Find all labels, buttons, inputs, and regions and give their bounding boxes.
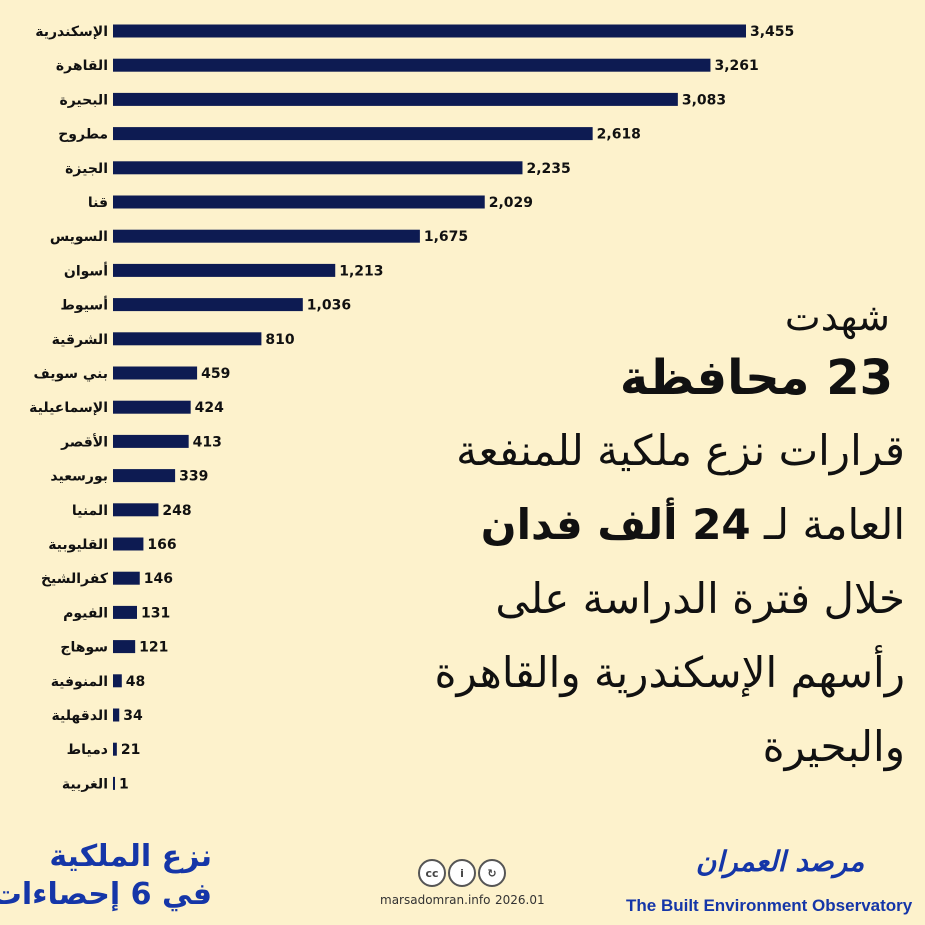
- headline-line-6: رأسهم الإسكندرية والقاهرة: [434, 648, 906, 697]
- bar: [113, 674, 122, 688]
- value-label: 2,235: [526, 161, 570, 177]
- bar: [113, 708, 120, 722]
- category-label: مطروح: [58, 127, 108, 143]
- headline-line-4-pre: العامة لـ: [750, 500, 905, 549]
- category-label: أسوان: [64, 261, 108, 279]
- value-label: 339: [179, 469, 208, 485]
- bar: [113, 434, 189, 448]
- cc-icon: cc: [418, 859, 446, 887]
- category-label: القاهرة: [56, 58, 108, 74]
- category-label: الجيزة: [65, 161, 108, 177]
- bar: [113, 58, 711, 72]
- headline-line-1: شهدت: [784, 295, 890, 339]
- headline-line-5: خلال فترة الدراسة على: [495, 574, 905, 623]
- bar: [113, 127, 593, 141]
- site-link[interactable]: marsadomran.info: [380, 893, 491, 907]
- bar: [113, 332, 262, 346]
- category-label: الإسماعيلية: [29, 400, 108, 416]
- category-label: بورسعيد: [50, 469, 108, 485]
- bar: [113, 229, 420, 243]
- value-label: 121: [139, 640, 168, 656]
- category-label: الأقصر: [60, 433, 108, 450]
- value-label: 2,618: [597, 127, 641, 143]
- value-label: 21: [121, 742, 140, 758]
- bar-chart: الإسكندرية 3,455 القاهرة 3,261 البحيرة 3,083 م…: [29, 24, 794, 792]
- publish-date: 2026.01: [495, 893, 545, 907]
- value-label: 1,675: [424, 229, 468, 245]
- category-label: المنيا: [72, 503, 108, 519]
- value-label: 3,083: [682, 92, 726, 108]
- value-label: 248: [162, 503, 191, 519]
- bar: [113, 537, 144, 551]
- headline: شهدت 23 محافظة قرارات نزع ملكية للمنفعة …: [405, 292, 906, 784]
- brand-logo-arabic: مرصد العمران: [695, 845, 865, 878]
- headline-line-2: 23 محافظة: [619, 350, 893, 406]
- bar: [113, 263, 336, 277]
- series-title-line-1: نزع الملكية: [49, 839, 212, 874]
- value-label: 34: [123, 708, 143, 724]
- license-badges: cc i ↻: [418, 859, 506, 889]
- category-label: السويس: [50, 229, 108, 245]
- bar: [113, 24, 746, 38]
- category-label: دمياط: [67, 742, 108, 758]
- bar: [113, 640, 136, 654]
- value-label: 1: [119, 776, 129, 792]
- headline-line-4: العامة لـ 24 ألف فدان: [405, 488, 905, 562]
- category-label: الدقهلية: [52, 708, 108, 724]
- bar: [113, 605, 138, 619]
- bar: [113, 571, 140, 585]
- value-label: 810: [265, 332, 294, 348]
- headline-line-7: والبحيرة: [762, 722, 905, 771]
- brand-name-english: The Built Environment Observatory: [626, 896, 913, 915]
- category-label: الشرقية: [52, 332, 108, 348]
- bar: [113, 400, 191, 414]
- category-label: قنا: [88, 195, 108, 211]
- value-label: 424: [195, 400, 224, 416]
- value-label: 3,261: [714, 58, 758, 74]
- category-label: المنوفية: [51, 674, 108, 690]
- bar: [113, 469, 176, 483]
- category-label: القليوبية: [48, 537, 108, 553]
- category-label: سوهاج: [60, 640, 108, 656]
- value-label: 3,455: [750, 24, 794, 40]
- bar: [113, 298, 303, 312]
- sa-icon: ↻: [478, 859, 506, 887]
- series-title: نزع الملكية في 6 إحصاءات: [0, 838, 212, 914]
- bar: [113, 161, 523, 175]
- value-label: 413: [193, 434, 222, 450]
- value-label: 1,036: [307, 298, 351, 314]
- series-title-line-2: في 6 إحصاءات: [0, 877, 212, 912]
- value-label: 146: [144, 571, 173, 587]
- category-label: الفيوم: [63, 605, 108, 621]
- category-label: الإسكندرية: [35, 24, 108, 40]
- by-icon: i: [448, 859, 476, 887]
- value-label: 131: [141, 605, 170, 621]
- value-label: 166: [147, 537, 176, 553]
- bar: [113, 776, 115, 790]
- category-label: البحيرة: [59, 92, 108, 108]
- value-label: 1,213: [339, 263, 383, 279]
- bar: [113, 195, 485, 209]
- category-label: كفرالشيخ: [41, 571, 109, 587]
- category-label: أسيوط: [60, 296, 108, 314]
- bar: [113, 366, 198, 380]
- headline-line-4-bold: 24 ألف فدان: [480, 500, 751, 549]
- category-label: الغربية: [62, 776, 108, 792]
- headline-line-3: قرارات نزع ملكية للمنفعة: [456, 426, 905, 475]
- value-label: 2,029: [489, 195, 533, 211]
- value-label: 48: [126, 674, 145, 690]
- bar: [113, 742, 117, 756]
- category-label: بني سويف: [34, 366, 108, 382]
- bar: [113, 92, 678, 106]
- bar: [113, 503, 159, 517]
- value-label: 459: [201, 366, 230, 382]
